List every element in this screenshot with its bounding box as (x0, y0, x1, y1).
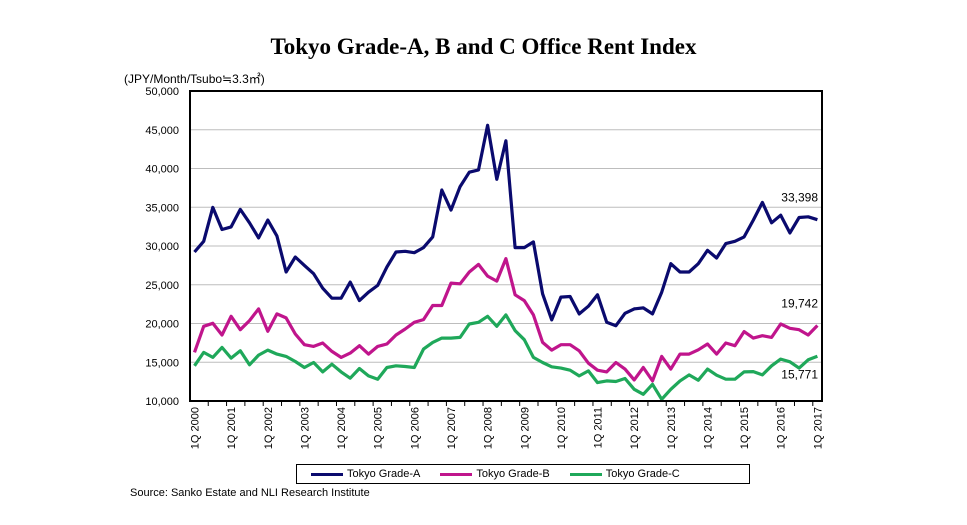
x-tick-label: 1Q 2009 (519, 407, 531, 449)
end-value-label: 19,742 (781, 296, 818, 310)
x-tick-label: 1Q 2007 (446, 407, 458, 449)
series-line-grade-a (193, 123, 818, 328)
source-note: Source: Sanko Estate and NLI Research In… (130, 487, 370, 499)
x-tick-label: 1Q 2016 (776, 407, 788, 449)
plot-frame (189, 90, 823, 402)
legend: Tokyo Grade-A Tokyo Grade-B Tokyo Grade-… (296, 464, 750, 484)
legend-swatch (569, 472, 602, 476)
y-tick-label: 40,000 (145, 164, 179, 176)
x-tick-label: 1Q 2011 (593, 407, 605, 448)
x-tick-label: 1Q 2001 (226, 407, 238, 449)
x-tick-label: 1Q 2013 (666, 407, 678, 449)
x-tick-label: 1Q 2017 (812, 407, 824, 449)
end-value-label: 33,398 (781, 191, 818, 205)
legend-label: Tokyo Grade-A (347, 468, 421, 480)
y-tick-label: 45,000 (145, 125, 179, 137)
y-tick-label: 20,000 (145, 319, 179, 331)
x-tick-label: 1Q 2008 (483, 407, 495, 449)
x-tick-label: 1Q 2014 (702, 407, 714, 449)
legend-item-grade-b: Tokyo Grade-B (440, 468, 550, 480)
y-tick-label: 30,000 (145, 241, 179, 253)
x-tick-label: 1Q 2002 (263, 407, 275, 449)
legend-swatch (311, 472, 343, 476)
series-line-grade-c (193, 313, 818, 401)
y-tick-label: 10,000 (145, 396, 179, 408)
y-tick-label: 25,000 (145, 280, 179, 292)
y-axis-unit-label: (JPY/Month/Tsubo≒3.3㎡) (124, 72, 265, 86)
x-tick-label: 1Q 2004 (336, 407, 348, 449)
x-tick-label: 1Q 2003 (299, 407, 311, 449)
x-tick-label: 1Q 2005 (373, 407, 385, 449)
y-tick-label: 35,000 (145, 202, 179, 214)
x-tick-label: 1Q 2012 (629, 407, 641, 449)
end-value-label: 15,771 (781, 367, 818, 381)
x-tick-label: 1Q 2015 (739, 407, 751, 449)
y-tick-label: 15,000 (145, 357, 179, 369)
y-tick-label: 50,000 (145, 86, 179, 98)
legend-label: Tokyo Grade-B (476, 468, 550, 480)
x-tick-label: 1Q 2006 (409, 407, 421, 449)
x-tick-label: 1Q 2010 (556, 407, 568, 449)
series-line-grade-b (192, 257, 819, 383)
legend-swatch (440, 472, 473, 476)
chart-title: Tokyo Grade-A, B and C Office Rent Index (270, 34, 697, 59)
legend-label: Tokyo Grade-C (605, 468, 680, 480)
legend-item-grade-a: Tokyo Grade-A (311, 468, 420, 480)
legend-item-grade-c: Tokyo Grade-C (569, 468, 680, 480)
x-tick-label: 1Q 2000 (190, 407, 202, 449)
